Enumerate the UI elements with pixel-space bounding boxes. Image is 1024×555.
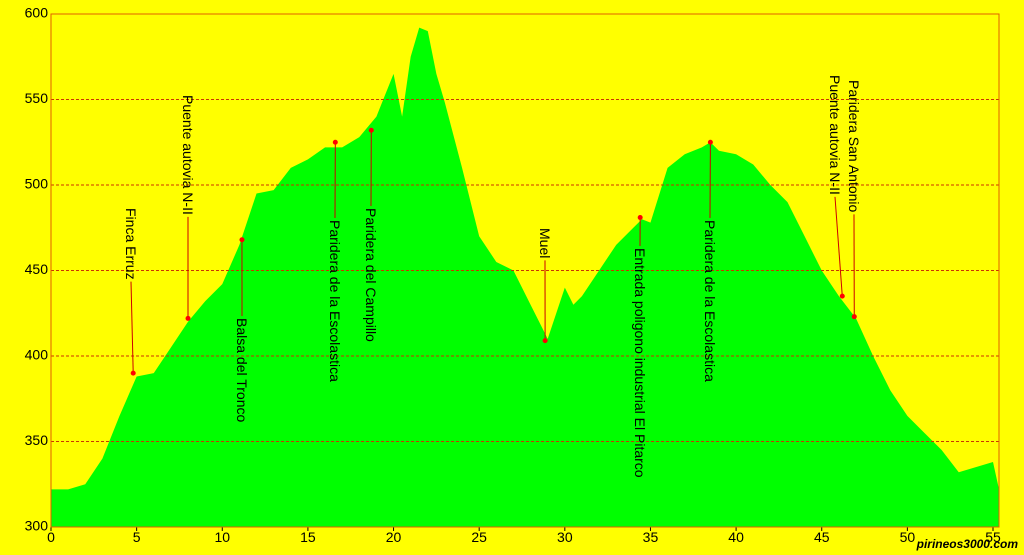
annotation-point (332, 139, 338, 145)
x-tick-label: 20 (386, 529, 402, 545)
annotation-point (368, 127, 374, 133)
x-tick-label: 45 (814, 529, 830, 545)
annotation-point (542, 338, 548, 344)
y-tick-label: 350 (25, 432, 49, 448)
y-tick-label: 600 (25, 5, 49, 21)
y-tick-label: 300 (25, 518, 49, 534)
y-tick-label: 500 (25, 176, 49, 192)
x-tick-label: 50 (900, 529, 916, 545)
annotation-line (834, 196, 843, 297)
annotation-point (839, 293, 845, 299)
annotation-point (239, 237, 245, 243)
annotation-label: Puente autovia N-II (180, 95, 196, 215)
x-tick-label: 35 (643, 529, 659, 545)
annotation-point (637, 214, 643, 220)
annotation-point (851, 314, 857, 320)
annotation-label: Entrada poligono industrial El Pitarco (632, 248, 648, 478)
watermark: pirineos3000.com (916, 537, 1019, 551)
x-tick-label: 55 (985, 529, 1001, 545)
x-tick-label: 30 (557, 529, 573, 545)
annotation-line (130, 281, 134, 374)
annotation-point (707, 139, 713, 145)
x-tick-label: 5 (133, 529, 141, 545)
y-tick-label: 450 (25, 261, 49, 277)
annotation-label: Muel (537, 228, 553, 258)
annotation-label: Paridera del Campillo (363, 208, 379, 342)
annotation-label: Paridera San Antonio (846, 80, 862, 213)
x-tick-label: 40 (728, 529, 744, 545)
x-tick-label: 0 (47, 529, 55, 545)
annotation-label: Balsa del Tronco (234, 318, 250, 422)
annotation-label: Paridera de la Escolastica (702, 220, 718, 382)
annotation-point (185, 315, 191, 321)
x-tick-label: 15 (300, 529, 316, 545)
annotation-point (130, 370, 136, 376)
y-tick-label: 550 (25, 90, 49, 106)
annotation-label: Finca Erruz (123, 208, 139, 280)
y-tick-label: 400 (25, 347, 49, 363)
plot-border (50, 13, 1000, 528)
x-tick-label: 25 (471, 529, 487, 545)
annotation-label: Puente autovia N-II (827, 75, 843, 195)
elevation-area (51, 27, 999, 528)
x-tick-label: 10 (214, 529, 230, 545)
annotation-label: Paridera de la Escolastica (327, 220, 343, 382)
